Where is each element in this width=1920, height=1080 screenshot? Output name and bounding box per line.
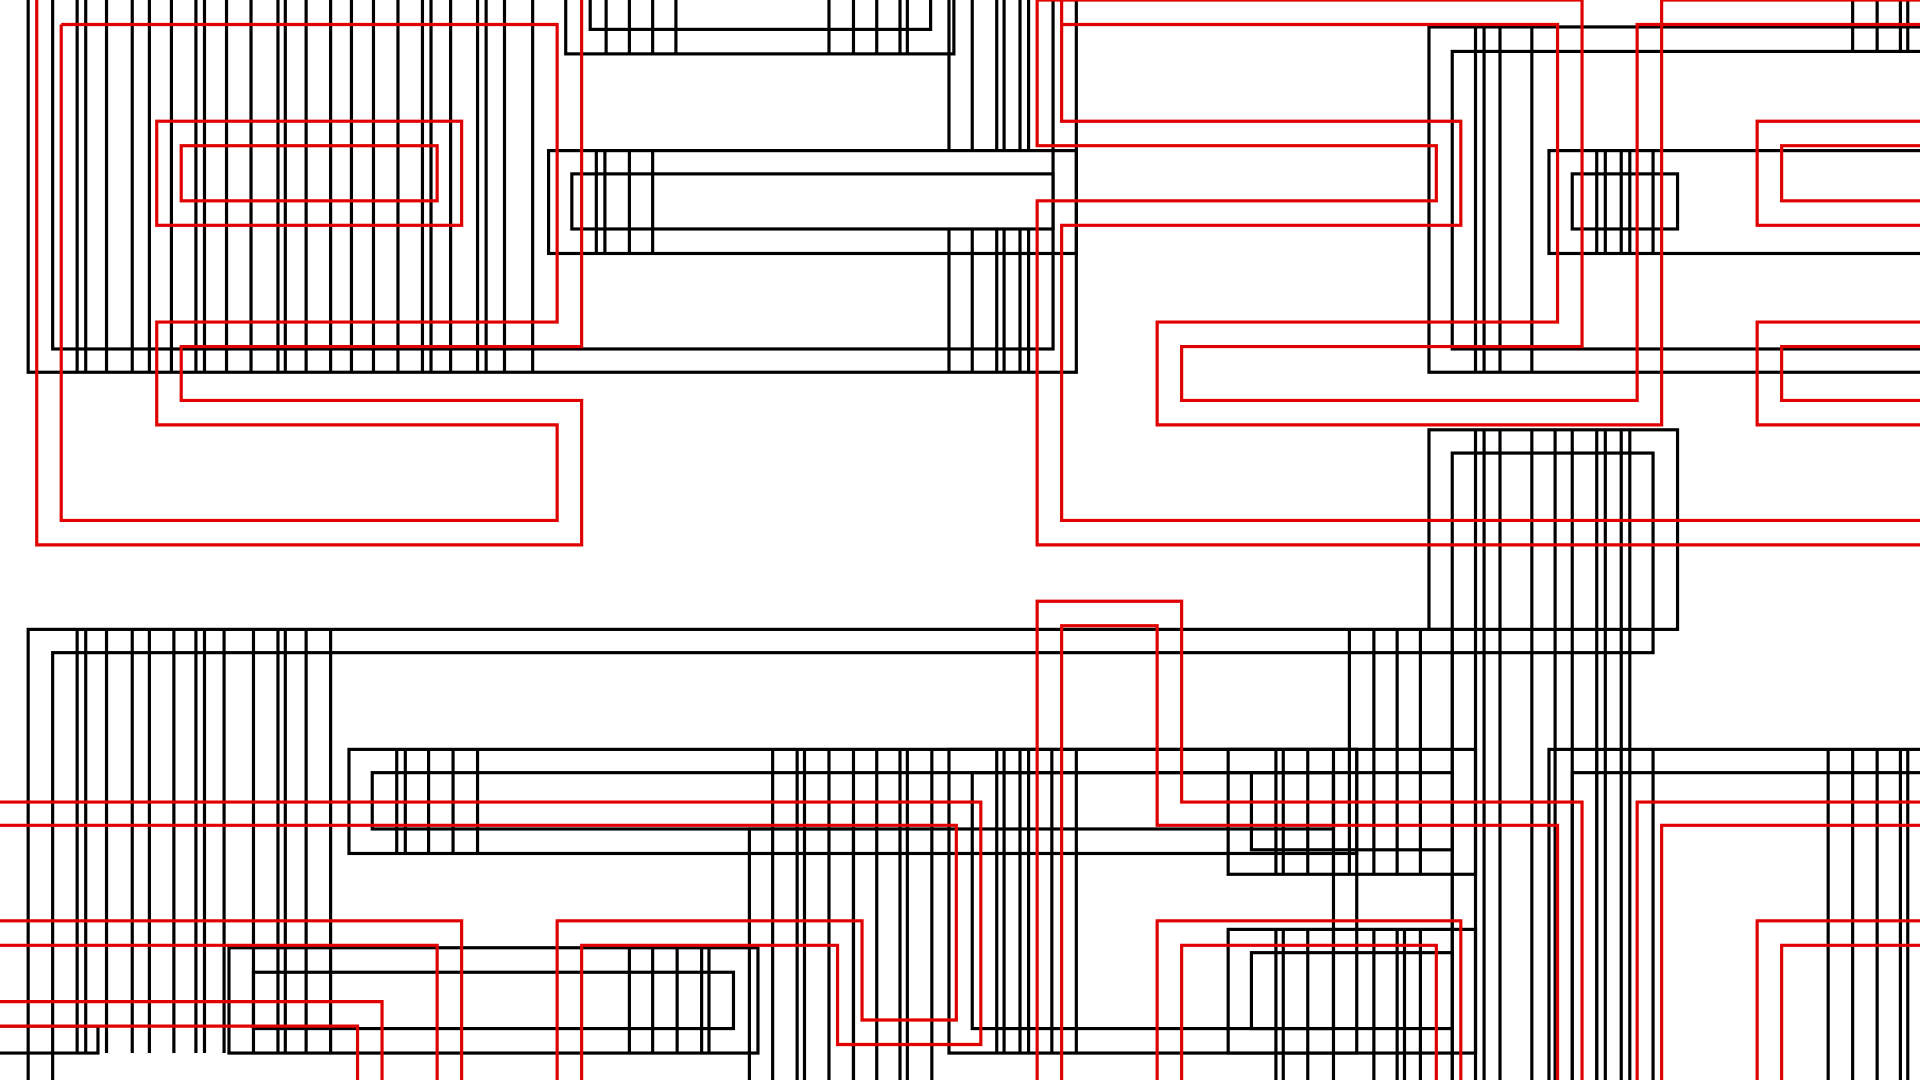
black-frame — [564, 0, 956, 56]
red-line — [1780, 943, 1920, 1080]
black-frame — [1226, 747, 1478, 876]
black-frame — [1570, 172, 1680, 231]
black-frame — [588, 0, 933, 31]
red-line — [1060, 0, 1920, 522]
black-frame — [947, 747, 1359, 1055]
red-line — [0, 800, 983, 1080]
black-line — [0, 1024, 100, 1055]
red-line — [0, 1000, 384, 1080]
black-frame — [51, 0, 1055, 351]
red-line — [1780, 344, 1920, 402]
red-line — [1035, 0, 1920, 547]
red-line — [1061, 0, 1920, 427]
red-line — [1780, 144, 1920, 203]
red-line — [0, 919, 464, 1080]
red-line — [59, 22, 559, 522]
black-frame — [1249, 771, 1454, 852]
red-line — [1060, 624, 1560, 1080]
red-line — [1755, 320, 1920, 427]
black-frame — [51, 651, 1454, 1080]
red-line — [1635, 800, 1920, 1080]
black-frame — [1450, 49, 1920, 351]
black-frame — [26, 0, 1078, 374]
red-line — [1755, 119, 1920, 227]
red-line — [1755, 919, 1920, 1080]
black-frame — [1249, 951, 1454, 1031]
black-frame — [970, 771, 1336, 1031]
black-frame — [1427, 428, 1680, 631]
red-frame — [155, 119, 464, 227]
red-line — [1037, 0, 1920, 402]
red-line — [1035, 599, 1584, 1080]
black-frame — [1450, 451, 1655, 655]
red-line — [0, 823, 958, 1080]
black-frame — [1547, 747, 1920, 1080]
black-frame — [1226, 927, 1478, 1055]
black-frame — [1570, 771, 1920, 1080]
red-line — [1660, 823, 1920, 1080]
red-line — [1180, 943, 1438, 1080]
red-frame — [179, 144, 439, 203]
red-line — [0, 943, 439, 1080]
red-line — [35, 0, 584, 547]
red-line — [1155, 919, 1463, 1080]
red-line — [0, 1024, 360, 1080]
black-frame — [1547, 149, 1920, 256]
black-frame — [570, 172, 1055, 231]
